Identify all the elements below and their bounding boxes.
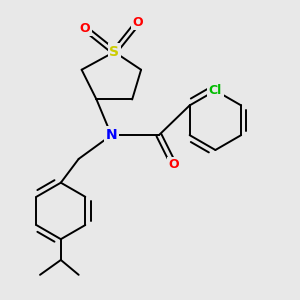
Text: Cl: Cl <box>209 84 222 97</box>
Text: N: N <box>106 128 117 142</box>
Text: O: O <box>169 158 179 171</box>
Text: O: O <box>133 16 143 29</box>
Text: S: S <box>109 45 119 59</box>
Text: O: O <box>79 22 90 34</box>
